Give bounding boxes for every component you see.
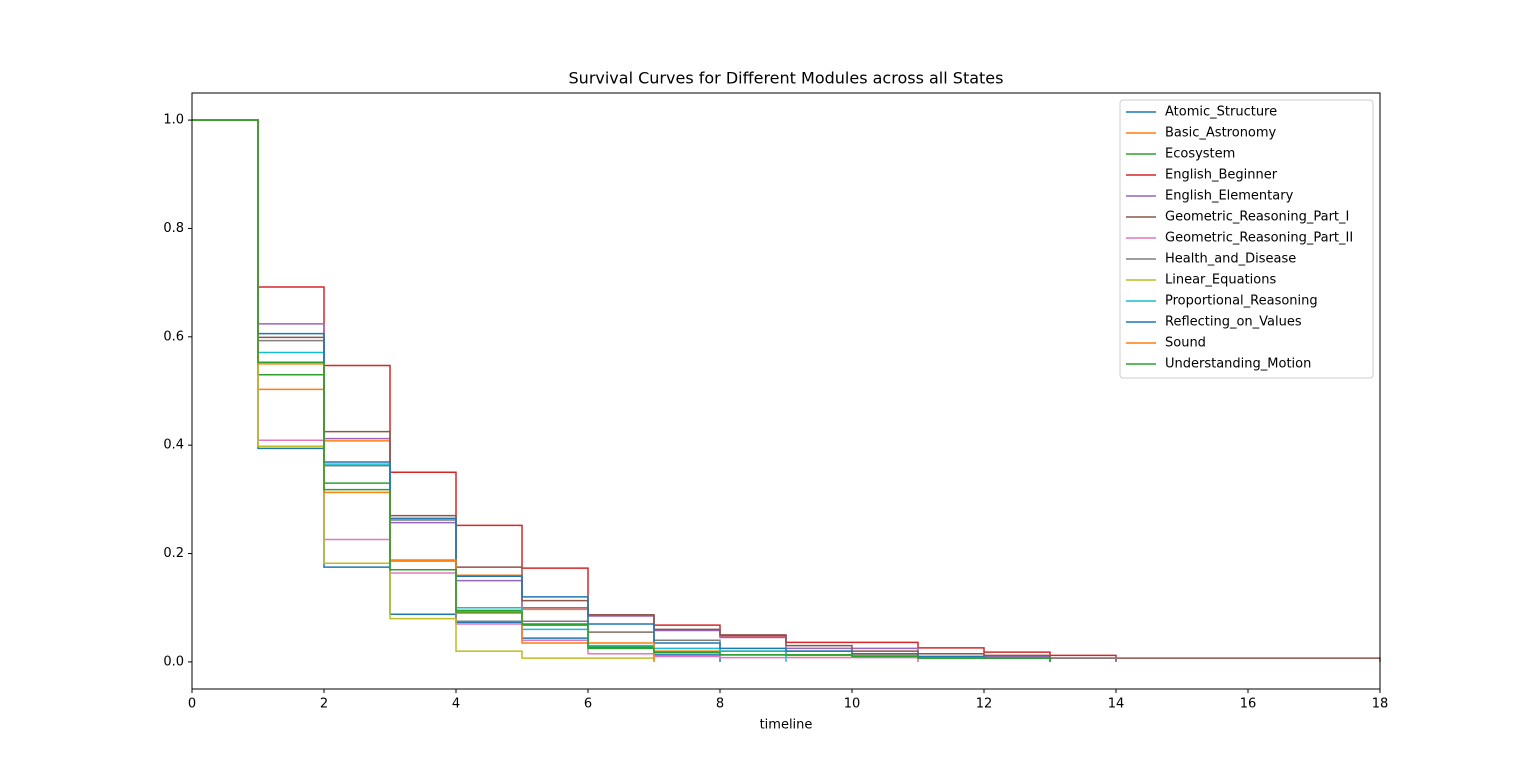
legend-label: Geometric_Reasoning_Part_II <box>1165 231 1353 246</box>
survival-curve <box>192 119 655 662</box>
x-tick-label: 18 <box>1372 697 1389 712</box>
legend-label: Atomic_Structure <box>1165 105 1277 120</box>
x-tick-label: 12 <box>976 697 993 712</box>
x-tick-label: 2 <box>320 697 328 712</box>
x-axis-label: timeline <box>760 718 813 733</box>
x-tick-label: 4 <box>452 697 460 712</box>
survival-curve <box>192 119 1051 662</box>
x-tick-label: 0 <box>188 697 196 712</box>
legend-box <box>1119 99 1374 379</box>
legend-label: Basic_Astronomy <box>1165 126 1277 141</box>
x-tick-label: 8 <box>716 697 724 712</box>
legend-label: Ecosystem <box>1165 147 1235 162</box>
chart-title: Survival Curves for Different Modules ac… <box>569 69 1004 88</box>
legend-label: Understanding_Motion <box>1165 357 1311 372</box>
survival-curve <box>192 119 1051 662</box>
y-tick-label: 0.8 <box>163 221 184 236</box>
legend-label: Reflecting_on_Values <box>1165 315 1302 330</box>
plot-frame <box>191 92 1381 690</box>
legend-label: Proportional_Reasoning <box>1165 294 1318 309</box>
legend-label: Linear_Equations <box>1165 273 1276 288</box>
x-tick-label: 14 <box>1108 697 1125 712</box>
x-tick-label: 16 <box>1240 697 1257 712</box>
y-tick-label: 0.4 <box>163 438 184 453</box>
legend-label: English_Elementary <box>1165 189 1294 204</box>
survival-curve <box>192 119 655 662</box>
y-tick-label: 0.6 <box>163 329 184 344</box>
y-tick-label: 0.0 <box>163 654 184 669</box>
y-tick-label: 0.2 <box>163 546 184 561</box>
x-tick-label: 6 <box>584 697 592 712</box>
legend-label: Geometric_Reasoning_Part_I <box>1165 210 1349 225</box>
legend-label: Sound <box>1165 336 1206 351</box>
y-tick-label: 1.0 <box>163 113 184 128</box>
legend-label: English_Beginner <box>1165 168 1278 183</box>
legend-label: Health_and_Disease <box>1165 252 1296 267</box>
x-tick-label: 10 <box>844 697 861 712</box>
